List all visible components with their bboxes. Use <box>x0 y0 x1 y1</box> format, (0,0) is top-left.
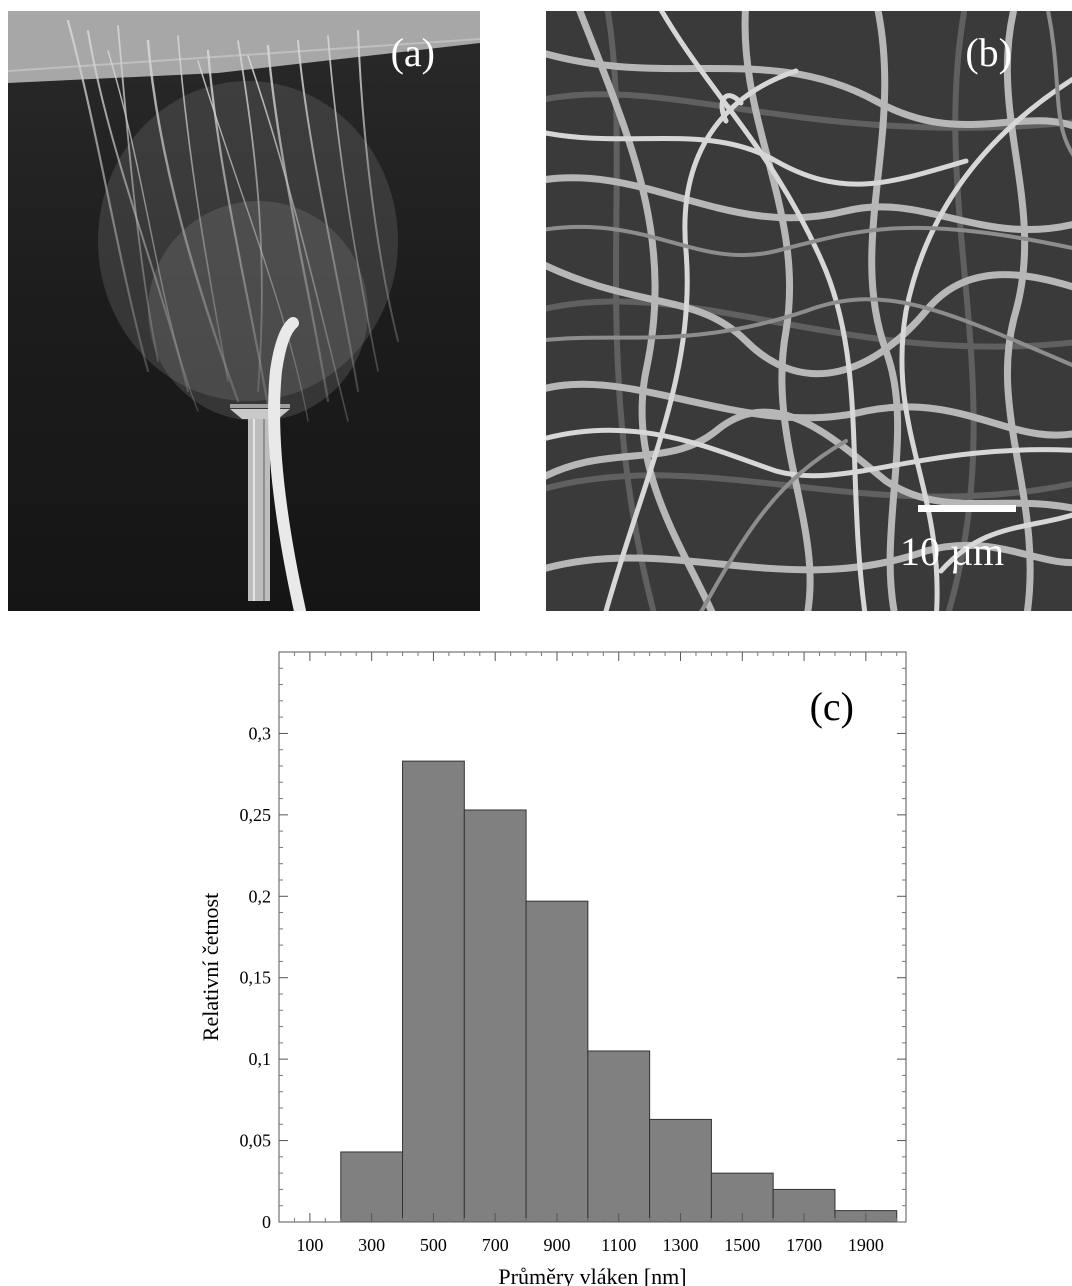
plot-frame <box>278 651 907 1223</box>
photo-electrospinning: (a) <box>8 11 480 611</box>
y-tick-label: 0,3 <box>249 723 272 743</box>
y-tick-label: 0,25 <box>240 805 272 825</box>
x-tick-label: 500 <box>420 1235 447 1255</box>
panel-a-letter: (a) <box>390 30 435 75</box>
x-tick-label: 100 <box>296 1235 323 1255</box>
y-tick-label: 0 <box>262 1212 271 1232</box>
histogram-bar <box>587 1050 651 1223</box>
histogram-bar <box>649 1118 712 1223</box>
x-tick-label: 900 <box>543 1235 570 1255</box>
panel-c-letter: (c) <box>810 684 854 729</box>
panel-b-letter: (b) <box>965 30 1012 75</box>
x-tick-label: 1500 <box>724 1235 760 1255</box>
electrospinning-photo-image <box>8 11 480 611</box>
sem-micrograph: (b) 10 µm <box>546 11 1072 611</box>
x-tick-label: 1700 <box>786 1235 822 1255</box>
y-tick-label: 0,1 <box>249 1049 272 1069</box>
x-axis-label: Průměry vláken [nm] <box>498 1264 686 1286</box>
histogram-bar <box>340 1151 404 1223</box>
axis-ticks <box>279 652 906 1223</box>
x-tick-label: 1100 <box>601 1235 636 1255</box>
scale-bar <box>918 505 1016 512</box>
y-tick-label: 0,15 <box>240 968 272 988</box>
sem-fibers-image <box>546 11 1072 611</box>
y-axis-label: Relativní četnost <box>198 893 223 1041</box>
y-tick-label: 0,05 <box>240 1131 272 1151</box>
x-tick-label: 700 <box>482 1235 509 1255</box>
x-tick-label: 1900 <box>848 1235 884 1255</box>
scale-bar-label: 10 µm <box>900 529 1005 574</box>
fiber-diameter-histogram: 0 0,05 0,1 0,15 0,2 0,25 0,3 100 300 500 700 900 11… <box>198 651 907 1286</box>
histogram-bar <box>463 809 527 1223</box>
y-tick-labels: 0 0,05 0,1 0,15 0,2 0,25 0,3 <box>240 723 272 1232</box>
histogram-bar <box>525 900 589 1223</box>
x-tick-label: 1300 <box>663 1235 699 1255</box>
x-tick-labels: 100 300 500 700 900 1100 1300 1500 1700 1900 <box>296 1235 883 1255</box>
x-tick-label: 300 <box>358 1235 385 1255</box>
y-tick-label: 0,2 <box>249 886 272 906</box>
histogram-bar <box>402 760 465 1223</box>
histogram-bars <box>340 760 898 1223</box>
